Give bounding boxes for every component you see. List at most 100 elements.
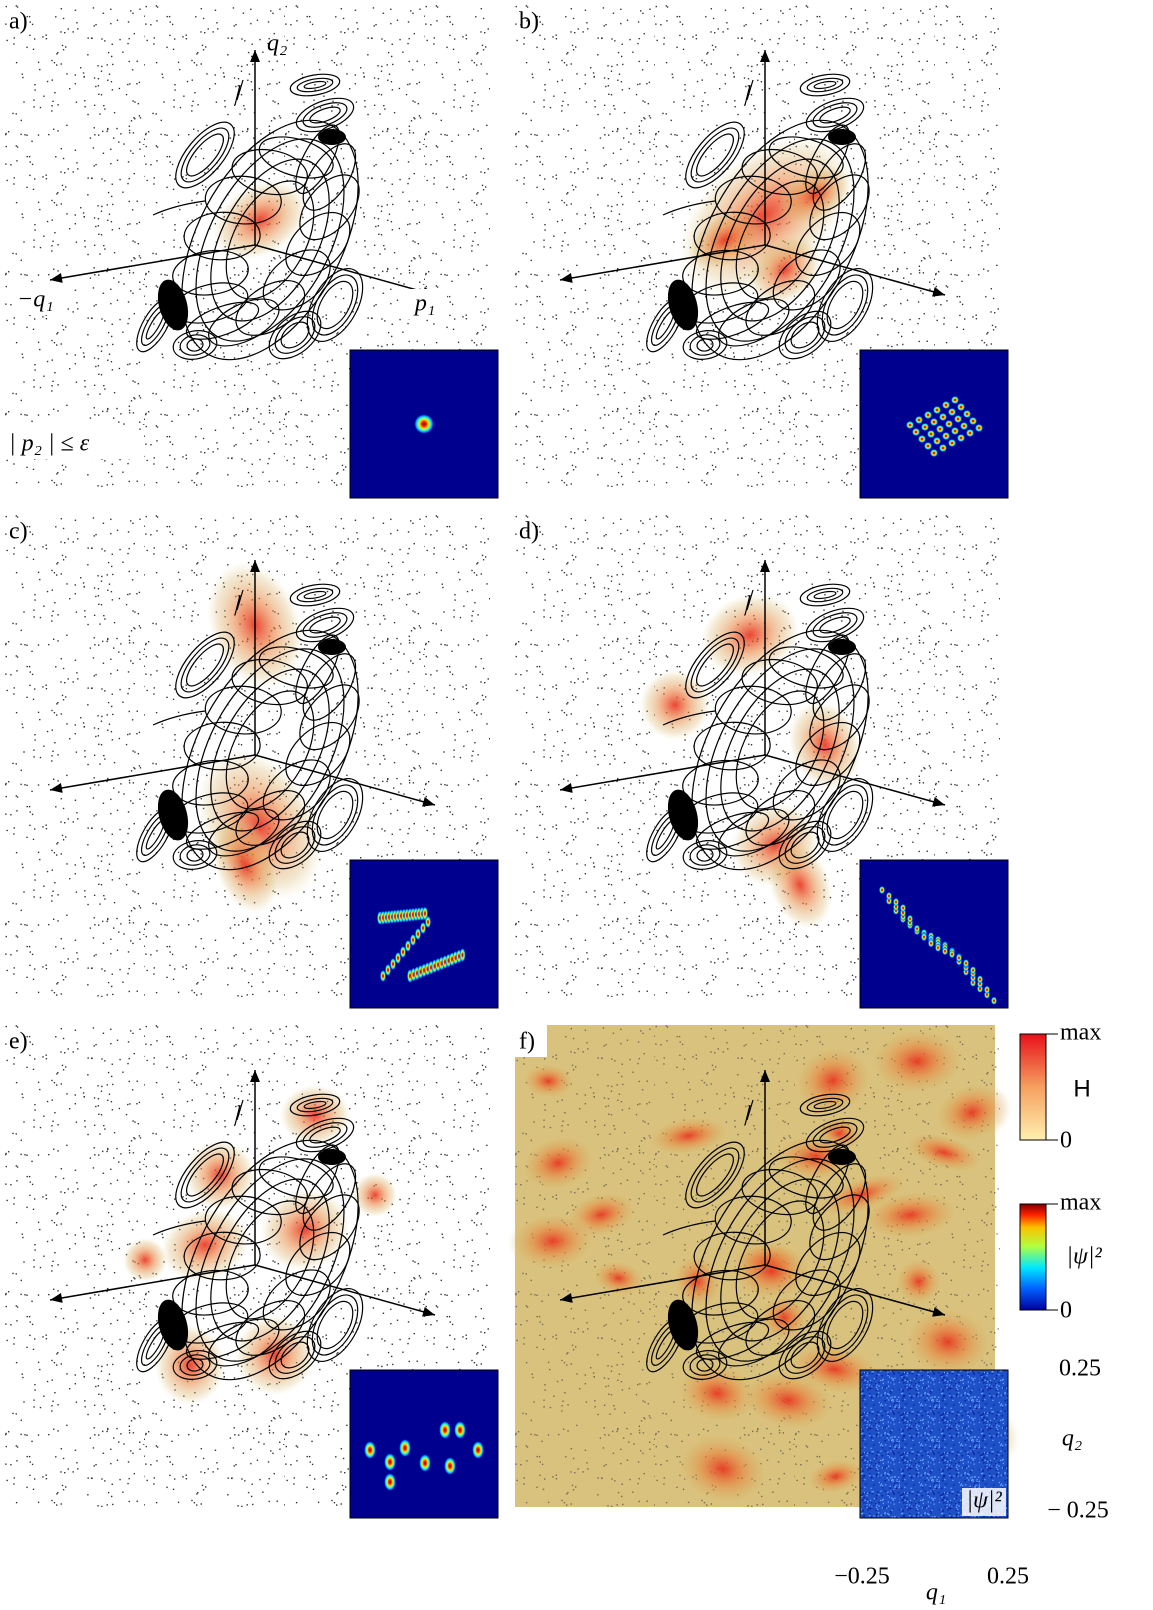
- torus-ring: [210, 668, 330, 832]
- orbit-loop: [180, 127, 230, 183]
- husimi-blob: [640, 670, 710, 740]
- density-spot: [886, 892, 892, 900]
- density-spot: [975, 424, 983, 432]
- density-spot: [942, 401, 950, 409]
- husimi-blob: [671, 1252, 724, 1310]
- inset-bg: [860, 860, 1008, 1008]
- density-spot: [400, 946, 406, 958]
- inset-y-top: 0.25: [1059, 1356, 1101, 1382]
- island: [828, 639, 856, 655]
- orbit-loop: [295, 1117, 355, 1153]
- torus-meridian: [285, 1231, 351, 1297]
- husimi-blob: [791, 1043, 875, 1118]
- orbit-loop: [790, 831, 820, 859]
- density-spot: [939, 413, 947, 421]
- density-spot: [459, 948, 466, 962]
- orbit-loop: [268, 310, 322, 360]
- density-spot: [948, 439, 956, 447]
- density-spot: [949, 950, 955, 959]
- inset-label: |ψ|²: [966, 1488, 1002, 1514]
- density-spot: [928, 939, 934, 948]
- arrow-head: [250, 1070, 260, 1082]
- panel-label: a): [9, 9, 28, 35]
- orbit-loop: [682, 330, 728, 360]
- island: [828, 129, 856, 145]
- axes: [49, 1070, 436, 1316]
- orbit-loop: [806, 587, 844, 603]
- orbit-loop: [778, 1330, 832, 1380]
- density-spot: [945, 420, 953, 428]
- density-spot: [942, 432, 950, 440]
- torus-meridian: [185, 301, 260, 340]
- axis-p1: [764, 1264, 946, 1316]
- density-spot: [915, 416, 923, 424]
- torus-meridian: [795, 1231, 861, 1297]
- island: [318, 1149, 346, 1165]
- density-spot: [970, 966, 976, 975]
- torus-meridian: [208, 1318, 280, 1367]
- torus-meridian: [718, 1318, 790, 1367]
- torus-meridian: [302, 143, 357, 211]
- island: [667, 279, 699, 331]
- density-spot: [415, 928, 421, 940]
- orbit-loop: [309, 616, 341, 634]
- orbit-loop: [784, 826, 826, 864]
- density-spot: [893, 898, 899, 906]
- density-spot: [444, 1457, 456, 1475]
- torus-meridian: [693, 211, 771, 261]
- arrow-head: [932, 286, 945, 297]
- torus-meridian: [682, 249, 759, 296]
- husimi-blob: [520, 1062, 577, 1100]
- orbit-loop: [813, 590, 837, 600]
- orbit-loop: [689, 1354, 721, 1376]
- torus-meridian: [772, 1269, 841, 1331]
- axis-p1: [764, 244, 946, 296]
- axis-p1: [254, 1264, 436, 1316]
- orbit-loop: [696, 1153, 734, 1197]
- density-spot: [924, 411, 932, 419]
- torus-meridian: [231, 1168, 308, 1216]
- density-spot: [420, 922, 426, 934]
- axes: [559, 1070, 946, 1316]
- orbit-loop: [812, 612, 858, 638]
- torus-meridian: [262, 1269, 331, 1331]
- orbit-loop: [790, 321, 820, 349]
- orbit-loop: [186, 338, 204, 352]
- panel-label: d): [519, 519, 539, 545]
- torus-meridian: [745, 279, 816, 336]
- orbit-loop: [274, 1336, 316, 1374]
- husimi-blob: [931, 1081, 1012, 1144]
- panel: f) |ψ|²: [507, 1025, 1020, 1519]
- torus-meridian: [302, 1163, 357, 1231]
- density-spot: [939, 444, 947, 452]
- density-spot: [900, 904, 906, 912]
- orbit-loop: [826, 280, 864, 330]
- torus-meridian: [768, 646, 844, 689]
- husimi-blob: [804, 1457, 867, 1496]
- torus-meridian: [258, 136, 334, 179]
- torus-meridian: [302, 653, 357, 721]
- torus-meridian: [204, 175, 282, 225]
- torus-ring: [210, 1178, 330, 1342]
- density-spot: [425, 916, 431, 928]
- torus-ring: [720, 158, 840, 322]
- chain: [152, 79, 244, 216]
- orbit-loop: [812, 102, 858, 128]
- panel-label: c): [9, 519, 28, 545]
- orbit-loop: [813, 80, 837, 90]
- arrow-head: [50, 783, 63, 793]
- axis-label: q₂: [267, 31, 287, 57]
- orbit-loop: [295, 97, 355, 133]
- density-spot: [933, 406, 941, 414]
- husimi-blob: [353, 1173, 397, 1217]
- orbit-loop: [690, 127, 740, 183]
- orbit-loop: [280, 321, 310, 349]
- density-spot: [951, 427, 959, 435]
- torus-meridian: [285, 211, 351, 277]
- inset: |ψ|²: [859, 1369, 1009, 1519]
- orbit-loop: [280, 831, 310, 859]
- orbit-loop: [296, 587, 334, 603]
- orbit-loop: [799, 73, 851, 97]
- husimi-blob: [767, 841, 833, 929]
